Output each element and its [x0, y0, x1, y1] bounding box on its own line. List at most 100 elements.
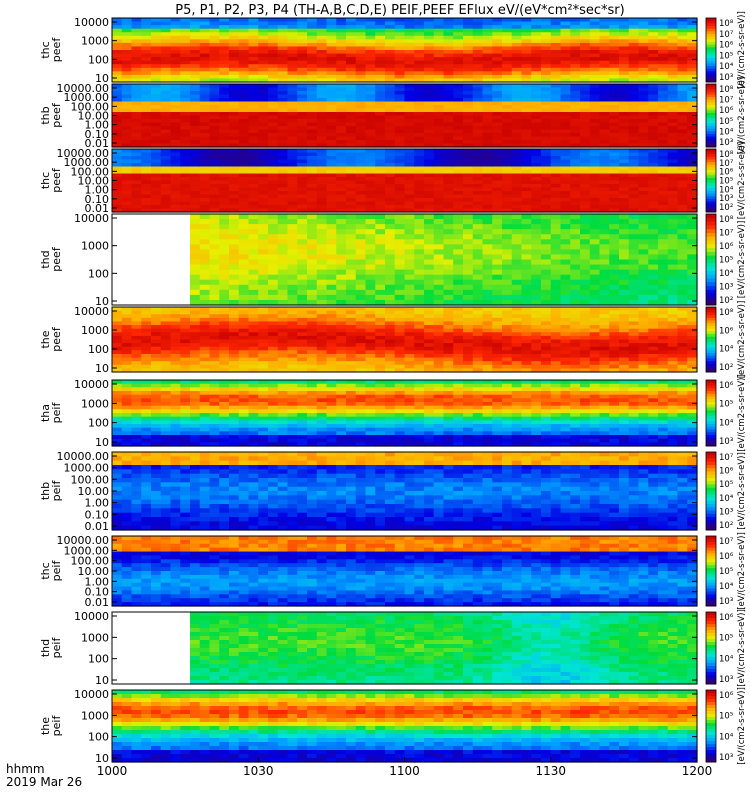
heatmap-cell: [229, 156, 240, 161]
heatmap-cell: [638, 143, 649, 148]
heatmap-cell: [199, 239, 211, 245]
heatmap-cell: [131, 208, 142, 213]
heatmap-cell: [414, 156, 425, 161]
colorbar-swatch: [706, 99, 716, 103]
heatmap-cell: [199, 339, 211, 344]
heatmap-cell: [209, 84, 220, 89]
heatmap-cell: [424, 346, 435, 351]
heatmap-cell: [560, 50, 571, 55]
heatmap-cell: [141, 136, 152, 141]
heatmap-cell: [443, 239, 454, 245]
heatmap-cell: [677, 67, 688, 72]
heatmap-cell: [628, 50, 640, 55]
heatmap-cell: [209, 173, 220, 178]
heatmap-cell: [589, 133, 601, 138]
heatmap-cell: [121, 156, 133, 161]
heatmap-cell: [443, 234, 454, 240]
heatmap-cell: [160, 18, 172, 23]
heatmap-cell: [609, 71, 620, 76]
heatmap-cell: [648, 78, 659, 83]
heatmap-cell: [541, 112, 552, 117]
heatmap-cell: [170, 60, 181, 65]
heatmap-cell: [248, 87, 259, 92]
heatmap-cell: [404, 325, 415, 330]
heatmap-cell: [375, 307, 386, 312]
heatmap-cell: [648, 60, 659, 65]
heatmap-cell: [404, 368, 415, 373]
heatmap-cell: [463, 115, 474, 120]
heatmap-cell: [482, 119, 493, 124]
heatmap-cell: [190, 249, 201, 256]
heatmap-cell: [355, 21, 367, 26]
heatmap-cell: [248, 224, 259, 230]
heatmap-cell: [677, 94, 688, 99]
heatmap-cell: [258, 198, 269, 203]
heatmap-cell: [599, 42, 610, 48]
heatmap-cell: [404, 170, 415, 175]
heatmap-cell: [287, 67, 298, 72]
heatmap-cell: [316, 350, 328, 355]
heatmap-cell: [151, 91, 162, 96]
colorbar-swatch: [706, 131, 716, 135]
heatmap-cell: [336, 105, 347, 110]
heatmap-cell: [687, 105, 698, 110]
heatmap-cell: [394, 136, 406, 141]
heatmap-cell: [297, 156, 308, 161]
heatmap-cell: [570, 71, 581, 76]
heatmap-cell: [141, 67, 152, 72]
heatmap-cell: [424, 244, 435, 250]
heatmap-cell: [375, 187, 386, 192]
heatmap-cell: [687, 289, 698, 296]
heatmap-cell: [229, 166, 240, 171]
heatmap-cell: [433, 98, 445, 103]
heatmap-cell: [502, 239, 513, 245]
heatmap-cell: [238, 28, 250, 33]
heatmap-cell: [336, 332, 347, 337]
heatmap-cell: [199, 328, 211, 333]
heatmap-cell: [404, 133, 415, 138]
heatmap-cell: [375, 91, 386, 96]
heatmap-cell: [268, 321, 279, 326]
heatmap-cell: [297, 194, 308, 199]
heatmap-cell: [112, 71, 123, 76]
heatmap-cell: [541, 78, 552, 83]
heatmap-cell: [209, 35, 220, 40]
heatmap-cell: [619, 156, 630, 161]
heatmap-cell: [414, 269, 425, 276]
heatmap-cell: [190, 180, 201, 185]
heatmap-cell: [365, 166, 376, 171]
heatmap-cell: [121, 353, 133, 359]
heatmap-cell: [560, 115, 571, 120]
heatmap-cell: [570, 156, 581, 161]
heatmap-cell: [199, 50, 211, 55]
heatmap-cell: [394, 294, 406, 301]
heatmap-cell: [180, 28, 191, 33]
heatmap-cell: [502, 219, 513, 225]
heatmap-cell: [550, 234, 562, 240]
heatmap-cell: [258, 184, 269, 189]
heatmap-cell: [209, 191, 220, 196]
heatmap-cell: [209, 229, 220, 235]
heatmap-cell: [560, 87, 571, 92]
heatmap-cell: [521, 50, 532, 55]
heatmap-cell: [248, 143, 259, 148]
heatmap-cell: [531, 21, 542, 26]
heatmap-cell: [229, 335, 240, 341]
heatmap-cell: [336, 357, 347, 362]
heatmap-cell: [297, 115, 308, 120]
heatmap-cell: [648, 94, 659, 99]
heatmap-cell: [619, 60, 630, 65]
heatmap-cell: [628, 159, 640, 164]
heatmap-cell: [502, 91, 513, 96]
heatmap-cell: [277, 346, 289, 351]
heatmap-cell: [297, 234, 308, 240]
heatmap-cell: [336, 269, 347, 276]
heatmap-cell: [648, 91, 659, 96]
heatmap-cell: [385, 187, 396, 192]
heatmap-cell: [258, 159, 269, 164]
heatmap-cell: [248, 129, 259, 134]
heatmap-cell: [375, 328, 386, 333]
heatmap-cell: [385, 314, 396, 319]
heatmap-cell: [355, 156, 367, 161]
heatmap-cell: [151, 32, 162, 37]
